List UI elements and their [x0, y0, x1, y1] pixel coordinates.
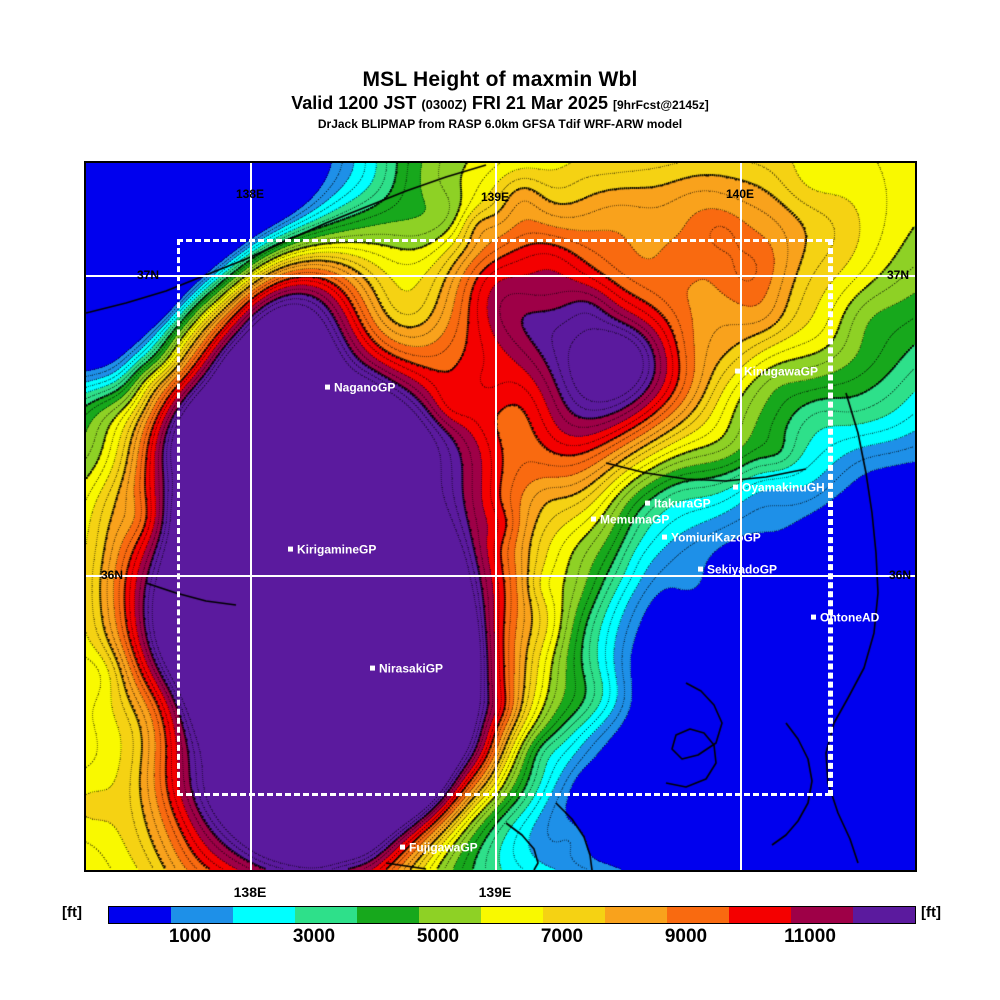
- grid-label-139E: 139E: [480, 190, 510, 204]
- station-marker-NaganoGP[interactable]: NaganoGP: [325, 380, 396, 395]
- colorbar-segment-5: [419, 907, 481, 923]
- subdomain-dashed-right-edge: [830, 239, 833, 796]
- colorbar-segment-0: [109, 907, 171, 923]
- colorbar-tick-1000: 1000: [168, 926, 212, 947]
- station-label: MemumaGP: [600, 512, 670, 527]
- gridline-37N: [86, 275, 915, 277]
- axis-label-139E: 139E: [478, 884, 512, 900]
- colorbar-tick-5000: 5000: [416, 926, 460, 947]
- station-dot-icon: [733, 484, 738, 490]
- valid-prefix: Valid 1200 JST: [291, 93, 417, 113]
- subdomain-dashed-box: [177, 239, 831, 796]
- grid-label-36N: 36N: [100, 568, 124, 582]
- station-marker-OhtoneAD[interactable]: OhtoneAD: [811, 610, 880, 625]
- valid-utc: (0300Z): [421, 97, 467, 112]
- colorbar-segment-4: [357, 907, 419, 923]
- colorbar-legend: [ft] [ft] 1000 3000 5000 7000 9000 11000: [0, 904, 1000, 966]
- grid-label-37N: 37N: [886, 268, 910, 282]
- station-label: ItakuraGP: [654, 496, 711, 511]
- station-label: SekiyadoGP: [707, 562, 778, 577]
- station-marker-KirigamineGP[interactable]: KirigamineGP: [288, 542, 377, 557]
- station-dot-icon: [662, 534, 667, 540]
- station-marker-SekiyadoGP[interactable]: SekiyadoGP: [698, 562, 778, 577]
- station-dot-icon: [400, 844, 405, 850]
- station-dot-icon: [325, 384, 330, 390]
- station-label: FujigawaGP: [409, 840, 478, 855]
- gridline-139E: [495, 163, 497, 870]
- colorbar-tick-3000: 3000: [292, 926, 336, 947]
- colorbar-segment-6: [481, 907, 543, 923]
- station-label: NirasakiGP: [379, 661, 444, 676]
- station-dot-icon: [645, 500, 650, 506]
- grid-label-37N: 37N: [136, 268, 160, 282]
- grid-label-36N: 36N: [888, 568, 912, 582]
- model-subtitle: DrJack BLIPMAP from RASP 6.0km GFSA Tdif…: [317, 117, 683, 131]
- station-dot-icon: [811, 614, 816, 620]
- gridline-140E: [740, 163, 742, 870]
- station-label: YomiuriKazoGP: [671, 530, 761, 545]
- station-marker-FujigawaGP[interactable]: FujigawaGP: [400, 840, 478, 855]
- colorbar-tick-11000: 11000: [784, 926, 836, 947]
- colorbar-segment-8: [605, 907, 667, 923]
- colorbar-segment-9: [667, 907, 729, 923]
- colorbar-segment-7: [543, 907, 605, 923]
- colorbar-tick-7000: 7000: [540, 926, 584, 947]
- colorbar-tick-9000: 9000: [664, 926, 708, 947]
- colorbar-segment-10: [729, 907, 791, 923]
- station-label: KinugawaGP: [744, 364, 819, 379]
- weather-map[interactable]: Terrain contours: 500 ft: [84, 161, 917, 872]
- station-dot-icon: [735, 368, 740, 374]
- colorbar-segment-2: [233, 907, 295, 923]
- colorbar-unit-left: [ft]: [62, 904, 82, 921]
- station-dot-icon: [591, 516, 596, 522]
- station-marker-ItakuraGP[interactable]: ItakuraGP: [645, 496, 711, 511]
- contour-field-canvas: [86, 163, 915, 870]
- station-marker-KinugawaGP[interactable]: KinugawaGP: [735, 364, 819, 379]
- title-block: MSL Height of maxmin Wbl Valid 1200 JST …: [0, 68, 1000, 132]
- station-marker-OyamakinuGH[interactable]: OyamakinuGH: [733, 480, 825, 495]
- colorbar-swatches: [108, 906, 916, 924]
- station-dot-icon: [698, 566, 703, 572]
- valid-date: FRI 21 Mar 2025: [471, 93, 608, 113]
- colorbar-unit-right: [ft]: [921, 904, 941, 921]
- gridline-36N: [86, 575, 915, 577]
- colorbar-segment-11: [791, 907, 853, 923]
- grid-label-140E: 140E: [725, 187, 755, 201]
- forecast-tag: [9hrFcst@2145z]: [612, 98, 709, 112]
- colorbar-segment-12: [853, 907, 915, 923]
- station-dot-icon: [370, 665, 375, 671]
- station-marker-YomiuriKazoGP[interactable]: YomiuriKazoGP: [662, 530, 761, 545]
- station-marker-NirasakiGP[interactable]: NirasakiGP: [370, 661, 444, 676]
- station-label: NaganoGP: [334, 380, 396, 395]
- axis-label-138E: 138E: [233, 884, 267, 900]
- colorbar-segment-1: [171, 907, 233, 923]
- gridline-138E: [250, 163, 252, 870]
- station-label: KirigamineGP: [297, 542, 377, 557]
- station-dot-icon: [288, 546, 293, 552]
- station-label: OyamakinuGH: [742, 480, 825, 495]
- valid-time-line: Valid 1200 JST (0300Z) FRI 21 Mar 2025 […: [0, 92, 1000, 116]
- grid-label-138E: 138E: [235, 187, 265, 201]
- station-label: OhtoneAD: [820, 610, 880, 625]
- colorbar-segment-3: [295, 907, 357, 923]
- page-title: MSL Height of maxmin Wbl: [362, 68, 638, 91]
- station-marker-MemumaGP[interactable]: MemumaGP: [591, 512, 670, 527]
